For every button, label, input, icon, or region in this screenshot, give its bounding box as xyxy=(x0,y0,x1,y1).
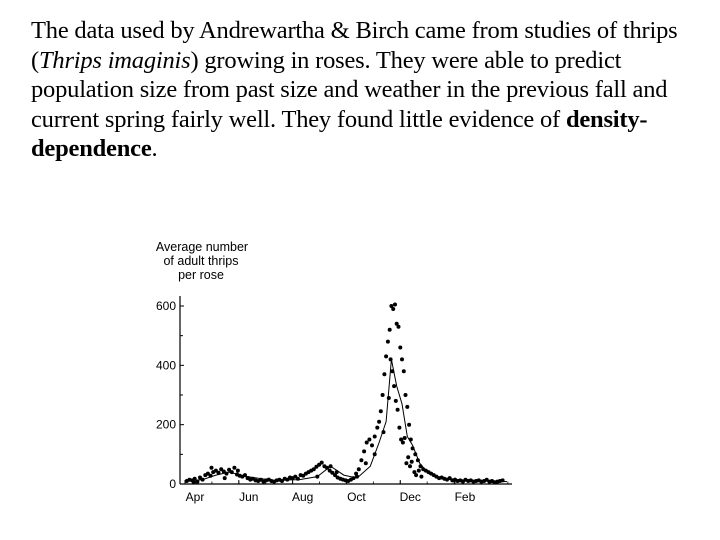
x-tick-label: Oct xyxy=(347,490,366,504)
data-point xyxy=(227,467,232,472)
data-point xyxy=(356,467,361,472)
data-point xyxy=(209,465,214,470)
data-point xyxy=(221,469,226,474)
data-point xyxy=(372,434,377,439)
y-axis-label-line-2: of adult thrips xyxy=(163,254,238,268)
data-point xyxy=(319,460,324,465)
data-point xyxy=(384,354,389,359)
chart-axes xyxy=(179,296,512,485)
chart-marks xyxy=(184,302,508,485)
data-point xyxy=(385,339,390,344)
chart-ticks: 0 200 400 600 Apr Jun Aug Oct Dec Feb xyxy=(156,299,509,504)
data-point xyxy=(402,436,407,440)
data-point xyxy=(311,467,316,472)
data-point xyxy=(362,449,367,454)
data-point xyxy=(219,467,224,472)
data-point xyxy=(400,440,405,445)
data-point xyxy=(380,393,385,397)
data-point xyxy=(354,471,359,476)
data-point xyxy=(394,321,399,326)
data-point xyxy=(191,480,196,485)
data-point xyxy=(375,425,380,430)
data-point xyxy=(419,474,424,479)
data-point xyxy=(399,437,404,442)
data-point xyxy=(416,468,421,473)
data-point xyxy=(400,357,404,362)
data-point xyxy=(367,437,372,442)
y-tick-label: 0 xyxy=(169,477,176,491)
x-tick-label: Feb xyxy=(455,490,476,504)
x-tick-label: Dec xyxy=(400,490,421,504)
data-point xyxy=(222,476,227,481)
slide-paragraph: The data used by Andrewartha & Birch cam… xyxy=(31,16,711,164)
data-point xyxy=(205,471,210,476)
data-point xyxy=(414,473,419,478)
data-point xyxy=(408,464,412,469)
data-point xyxy=(333,473,337,478)
data-point xyxy=(378,409,383,414)
y-tick-label: 200 xyxy=(156,418,176,432)
data-point xyxy=(364,440,369,445)
data-point xyxy=(314,464,319,469)
data-point xyxy=(330,470,335,475)
data-point xyxy=(386,396,391,400)
data-point xyxy=(389,304,394,308)
y-axis-label-line-3: per rose xyxy=(178,268,224,282)
paragraph-text-middle: ) growing in roses. They were able to pr… xyxy=(31,46,668,133)
y-tick-label: 600 xyxy=(156,299,176,313)
paragraph-text-start: The data used by Andrewartha & Birch cam… xyxy=(31,17,678,74)
x-tick-label: Aug xyxy=(292,490,313,504)
data-point xyxy=(406,455,411,460)
data-point xyxy=(396,324,401,329)
data-point xyxy=(301,473,306,478)
data-point xyxy=(370,443,374,448)
data-point xyxy=(392,384,397,389)
data-point xyxy=(232,465,237,470)
data-point xyxy=(393,398,398,403)
data-point xyxy=(382,372,387,377)
species-name: Thrips imaginis xyxy=(38,46,191,74)
data-point xyxy=(398,345,403,350)
data-point xyxy=(397,425,402,430)
data-point xyxy=(359,458,364,463)
data-point xyxy=(391,307,396,311)
data-point xyxy=(407,422,412,427)
data-point xyxy=(387,327,392,332)
data-point xyxy=(393,302,397,307)
data-point xyxy=(235,468,240,473)
data-point xyxy=(395,407,400,412)
data-point xyxy=(412,470,417,475)
data-point xyxy=(405,404,410,409)
x-tick-label: Jun xyxy=(239,490,258,504)
data-point xyxy=(363,461,368,466)
y-axis-label-line-1: Average number xyxy=(156,240,248,254)
data-point xyxy=(403,393,408,397)
data-point xyxy=(401,369,406,374)
density-dependence-term: density-dependence xyxy=(31,105,648,163)
data-point xyxy=(377,419,382,424)
paragraph-text-end: . xyxy=(151,135,158,162)
data-point xyxy=(195,479,200,484)
y-tick-label: 400 xyxy=(156,358,176,372)
fitted-line xyxy=(184,359,508,483)
data-point xyxy=(404,461,409,466)
data-point xyxy=(409,459,414,464)
x-tick-label: Apr xyxy=(186,490,205,504)
data-point xyxy=(216,470,221,475)
